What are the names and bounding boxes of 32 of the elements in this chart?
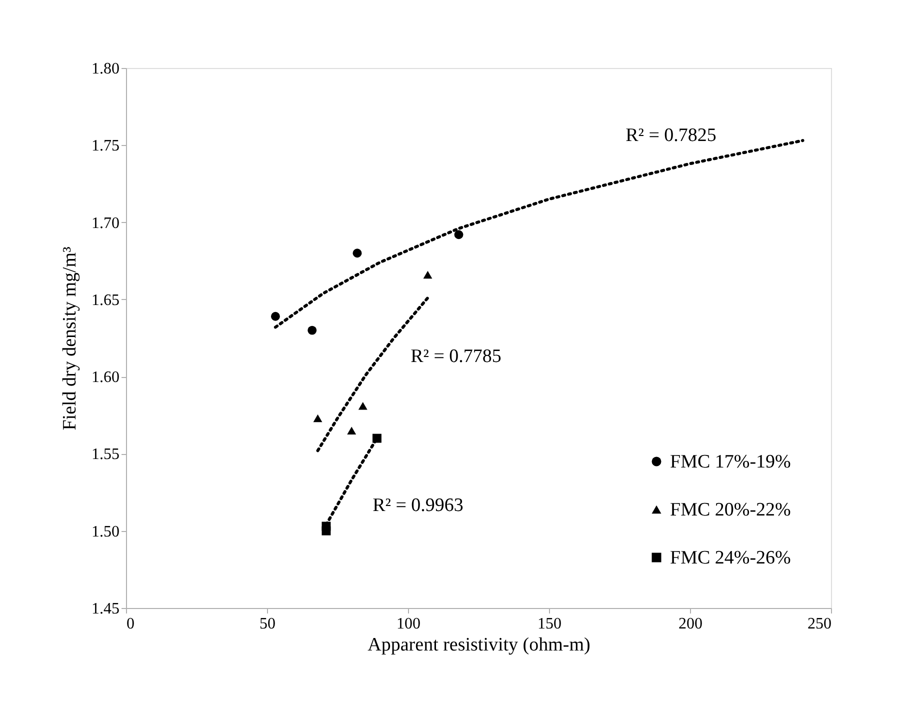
point [313, 414, 322, 422]
point [322, 526, 331, 536]
line-series [316, 296, 430, 452]
legend-label: FMC 24%-26% [670, 548, 792, 568]
y-tick-label: 1.75 [92, 138, 120, 155]
point [358, 402, 368, 410]
y-tick-label: 1.55 [92, 446, 120, 464]
legend-label: FMC 17%-19% [670, 452, 792, 472]
point [270, 312, 280, 321]
y-tick-label: 1.60 [92, 369, 120, 386]
point [352, 248, 362, 258]
legend-label: FMC 20%-22% [670, 500, 792, 520]
y-tick-label: 1.45 [92, 600, 120, 618]
point [454, 230, 464, 240]
x-tick-label: 50 [260, 616, 276, 632]
x-tick-label: 100 [396, 616, 420, 632]
y-tick-label: 1.70 [92, 214, 120, 232]
annotation: R² = 0.9963 [372, 495, 464, 516]
x-axis-title: Apparent resistivity (ohm-m) [368, 634, 590, 656]
point [423, 270, 432, 279]
annotation: R² = 0.7825 [626, 125, 716, 146]
y-axis-title: Field dry density mg/m³ [60, 246, 80, 430]
y-tick-label: 1.80 [92, 60, 120, 78]
point [347, 426, 356, 434]
annotation: R² = 0.7785 [410, 346, 502, 367]
y-tick-label: 1.65 [92, 292, 120, 309]
x-tick-label: 150 [538, 616, 562, 632]
x-tick-label: 0 [126, 616, 134, 632]
x-tick-label: 200 [678, 616, 702, 632]
x-tick-label: 250 [808, 616, 832, 632]
y-tick-label: 1.50 [92, 523, 120, 540]
point [308, 326, 317, 335]
